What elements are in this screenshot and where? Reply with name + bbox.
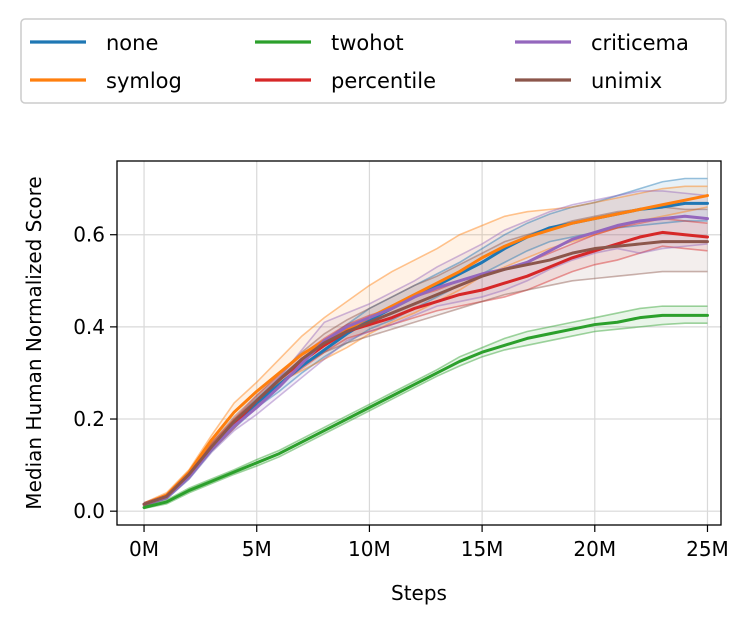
y-tick-label: 0.0 (73, 499, 105, 523)
lower-bound-criticema (143, 243, 708, 507)
legend: none symlog twohot percentile criticema unimi… (20, 18, 727, 104)
x-axis-title: Steps (391, 581, 447, 605)
legend-label-unimix: unimix (591, 69, 662, 93)
band-percentile (144, 218, 708, 506)
y-axis-title: Median Human Normalized Score (22, 176, 46, 509)
band-criticema (144, 190, 708, 506)
line-twohot (142, 313, 709, 509)
y-tick-label: 0.2 (73, 407, 105, 431)
x-tick-label: 15M (461, 537, 504, 561)
series-lines (142, 194, 709, 509)
upper-bound-none (143, 177, 708, 504)
y-tick-label: 0.6 (73, 223, 105, 247)
legend-label-criticema: criticema (591, 31, 689, 55)
upper-bound-symlog (143, 185, 708, 504)
plot-background (117, 161, 721, 525)
y-axis-ticks: 0.0 0.2 0.4 0.6 (73, 223, 117, 523)
legend-frame (20, 18, 727, 104)
band-none (144, 178, 708, 506)
line-symlog (142, 194, 709, 506)
upper-bound-unimix (143, 206, 708, 504)
lower-bound-twohot (143, 322, 708, 510)
x-axis-ticks: 0M 5M 10M 15M 20M 25M (129, 525, 729, 561)
plot-area: 0M 5M 10M 15M 20M 25M 0.0 0.2 0.4 0.6 (73, 160, 729, 561)
x-tick-label: 0M (129, 537, 159, 561)
legend-label-symlog: symlog (106, 69, 182, 93)
legend-label-percentile: percentile (331, 69, 436, 93)
legend-label-none: none (106, 31, 158, 55)
line-criticema (142, 214, 709, 506)
line-unimix (142, 240, 709, 506)
x-tick-label: 5M (242, 537, 272, 561)
y-tick-label: 0.4 (73, 315, 105, 339)
upper-bound-twohot (143, 305, 708, 508)
x-tick-label: 10M (348, 537, 391, 561)
x-tick-label: 20M (573, 537, 616, 561)
band-unimix (144, 207, 708, 506)
x-tick-label: 25M (686, 537, 729, 561)
grid (117, 161, 721, 525)
legend-label-twohot: twohot (331, 31, 404, 55)
plot-frame (116, 160, 722, 526)
